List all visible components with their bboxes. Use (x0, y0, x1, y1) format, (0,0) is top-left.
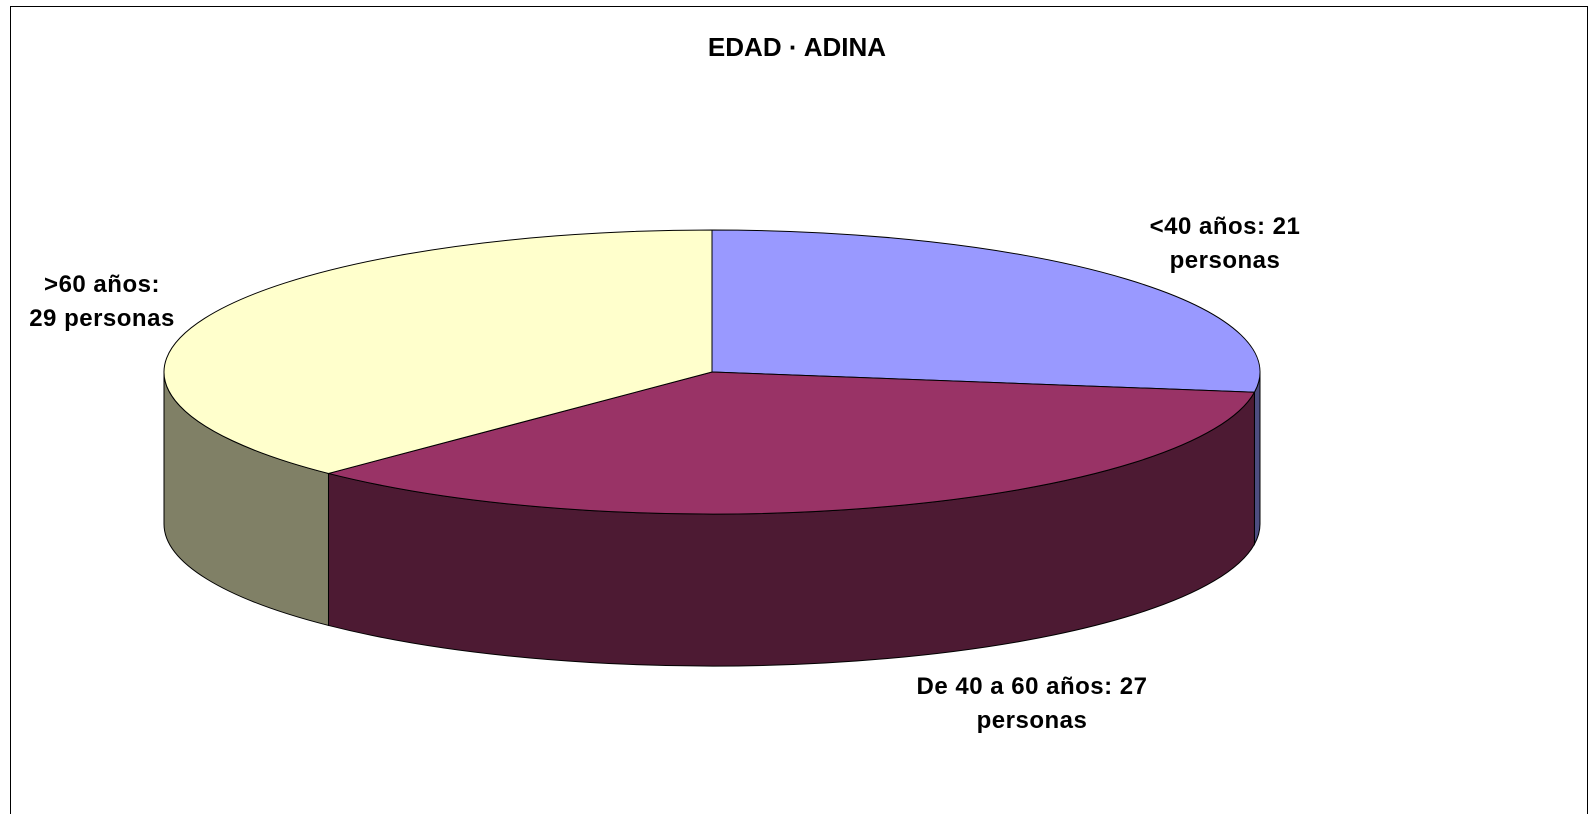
pie-tops (163, 229, 1261, 515)
data-label: <40 años: 21 personas (1149, 213, 1301, 274)
pie-slice (326, 371, 1256, 515)
chart-frame (10, 6, 1588, 814)
pie-slice-side (1253, 371, 1261, 547)
pie-slice (711, 229, 1261, 393)
pie-walls (163, 371, 1261, 667)
pie-slice (163, 229, 713, 474)
data-label: De 40 a 60 años: 27 personas (916, 673, 1148, 734)
data-label: >60 años: 29 personas (29, 271, 175, 332)
chart-title: EDAD · ADINA (707, 32, 887, 62)
